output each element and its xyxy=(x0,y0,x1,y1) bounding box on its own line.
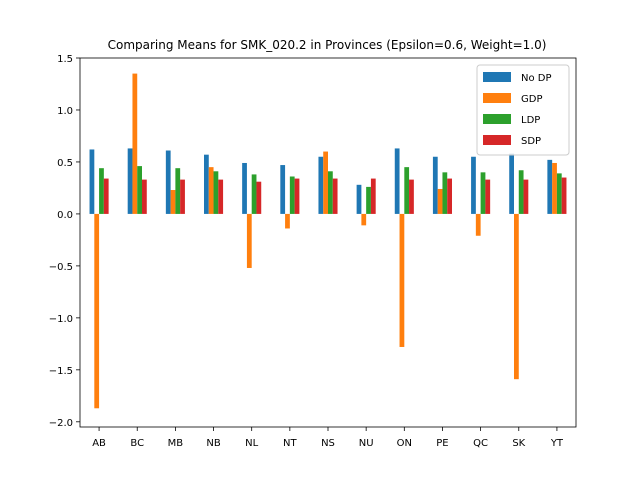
bar xyxy=(394,148,400,214)
legend: No DP GDP LDP SDP xyxy=(476,64,570,156)
legend-label: LDP xyxy=(521,115,540,126)
x-tick-label: NU xyxy=(359,438,374,449)
x-tick-label: YT xyxy=(550,438,564,449)
chart-title: Comparing Means for SMK_020.2 in Provinc… xyxy=(108,38,547,52)
x-tick-label: MB xyxy=(168,438,184,449)
bar xyxy=(442,172,448,214)
bar xyxy=(94,213,100,409)
bar xyxy=(509,153,514,214)
axes: 1.5 1.0 0.5 0.0 −0.5 −1.0 −1.5 −2.0 AB BC MB NB NL NT… xyxy=(49,54,577,449)
bar xyxy=(294,178,300,214)
bar xyxy=(180,179,185,214)
bar xyxy=(552,162,557,214)
legend-label: No DP xyxy=(521,73,552,84)
bar xyxy=(361,213,367,226)
x-tick-label: BC xyxy=(130,438,144,449)
y-tick-label: 1.5 xyxy=(57,54,73,65)
x-tick-label: PE xyxy=(436,438,448,449)
legend-box xyxy=(476,64,570,156)
bar xyxy=(246,213,252,268)
bar xyxy=(409,179,414,214)
legend-label: GDP xyxy=(521,94,542,105)
bar xyxy=(142,179,147,214)
bar xyxy=(137,166,142,214)
bar xyxy=(404,167,410,214)
x-tick-label: NS xyxy=(321,438,335,449)
y-tick-label: −2.0 xyxy=(49,418,73,429)
y-tick-label: 0.0 xyxy=(57,210,73,221)
bar xyxy=(328,171,333,214)
bar xyxy=(132,73,138,214)
bar xyxy=(127,148,133,214)
bar xyxy=(323,151,328,214)
bar xyxy=(242,162,247,214)
x-tick-label: NT xyxy=(283,438,297,449)
bar xyxy=(208,167,214,214)
bar xyxy=(370,178,376,214)
bar xyxy=(471,156,476,214)
bar xyxy=(480,172,486,214)
bar xyxy=(356,184,362,214)
bar xyxy=(447,178,452,214)
x-tick-label: QC xyxy=(473,438,488,449)
legend-swatch xyxy=(483,93,511,103)
bar xyxy=(547,159,553,214)
bar xyxy=(318,156,324,214)
legend-swatch xyxy=(483,72,511,82)
x-tick-label: NL xyxy=(245,438,258,449)
bar xyxy=(561,177,567,214)
bar xyxy=(175,168,181,214)
bar xyxy=(366,186,371,214)
x-tick-label: NB xyxy=(206,438,220,449)
x-tick-label: SK xyxy=(512,438,525,449)
bar xyxy=(213,171,219,214)
x-tick-label: ON xyxy=(397,438,412,449)
bar xyxy=(475,213,481,236)
x-tick-label: AB xyxy=(92,438,106,449)
legend-swatch xyxy=(483,135,511,145)
bar xyxy=(280,165,286,214)
bar xyxy=(103,178,109,214)
bar xyxy=(170,190,176,214)
bar xyxy=(251,174,257,214)
bar xyxy=(485,179,491,214)
bar xyxy=(218,179,224,214)
bar xyxy=(89,149,95,214)
bar xyxy=(437,188,443,214)
bar xyxy=(514,213,519,380)
legend-label: SDP xyxy=(521,136,541,147)
bar xyxy=(523,179,529,214)
bar xyxy=(204,154,209,214)
bar xyxy=(165,150,171,214)
y-tick-label: −1.5 xyxy=(49,366,73,377)
y-tick-label: −1.0 xyxy=(49,314,73,325)
y-tick-label: 0.5 xyxy=(57,158,73,169)
bar xyxy=(289,176,295,214)
bar xyxy=(332,178,338,214)
y-tick-label: 1.0 xyxy=(57,106,73,117)
plot-area xyxy=(89,73,567,409)
legend-swatch xyxy=(483,114,511,124)
bar xyxy=(285,213,290,229)
bar xyxy=(432,156,438,214)
bar xyxy=(556,173,562,214)
bar xyxy=(518,170,524,214)
bar xyxy=(256,181,262,214)
y-tick-label: −0.5 xyxy=(49,262,73,273)
bar xyxy=(399,213,405,347)
bar xyxy=(99,168,104,214)
